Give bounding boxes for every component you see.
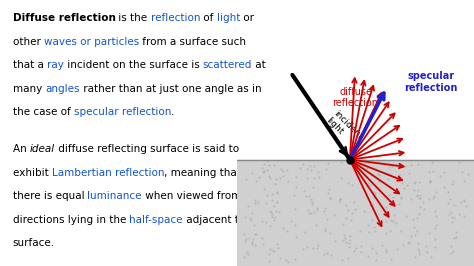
Text: diffuse
reflection: diffuse reflection bbox=[332, 86, 379, 108]
Text: from a surface such: from a surface such bbox=[139, 37, 246, 47]
Text: angles: angles bbox=[45, 84, 80, 94]
Text: the case of: the case of bbox=[12, 107, 73, 117]
Text: incident on the surface is: incident on the surface is bbox=[64, 60, 202, 70]
Text: scattered: scattered bbox=[202, 60, 252, 70]
Text: half-space: half-space bbox=[129, 215, 182, 225]
Text: Lambertian reflection: Lambertian reflection bbox=[52, 168, 164, 178]
Text: rather than at just one angle as in: rather than at just one angle as in bbox=[80, 84, 261, 94]
Text: ideal: ideal bbox=[29, 144, 55, 154]
Text: directions lying in the: directions lying in the bbox=[12, 215, 129, 225]
Text: ray: ray bbox=[46, 60, 64, 70]
Text: incident
light: incident light bbox=[324, 109, 364, 148]
Text: there is equal: there is equal bbox=[12, 191, 87, 201]
Text: exhibit: exhibit bbox=[12, 168, 52, 178]
Text: light: light bbox=[217, 13, 240, 23]
Text: waves or particles: waves or particles bbox=[44, 37, 139, 47]
Text: specular
reflection: specular reflection bbox=[404, 71, 458, 93]
Text: .: . bbox=[171, 107, 174, 117]
Text: Diffuse reflection: Diffuse reflection bbox=[12, 13, 116, 23]
Bar bbox=[237, 160, 474, 266]
Text: other: other bbox=[12, 37, 44, 47]
Text: An: An bbox=[12, 144, 29, 154]
Text: surface.: surface. bbox=[12, 238, 55, 248]
Text: when viewed from all: when viewed from all bbox=[142, 191, 257, 201]
Text: that a: that a bbox=[12, 60, 46, 70]
Text: luminance: luminance bbox=[87, 191, 142, 201]
Text: adjacent to the: adjacent to the bbox=[182, 215, 265, 225]
Text: at: at bbox=[252, 60, 266, 70]
Text: diffuse reflecting surface is said to: diffuse reflecting surface is said to bbox=[55, 144, 239, 154]
Text: , meaning that: , meaning that bbox=[164, 168, 241, 178]
Text: specular reflection: specular reflection bbox=[73, 107, 171, 117]
Text: or: or bbox=[240, 13, 255, 23]
Text: of: of bbox=[201, 13, 217, 23]
Text: reflection: reflection bbox=[151, 13, 201, 23]
Text: many: many bbox=[12, 84, 45, 94]
Text: is the: is the bbox=[116, 13, 151, 23]
